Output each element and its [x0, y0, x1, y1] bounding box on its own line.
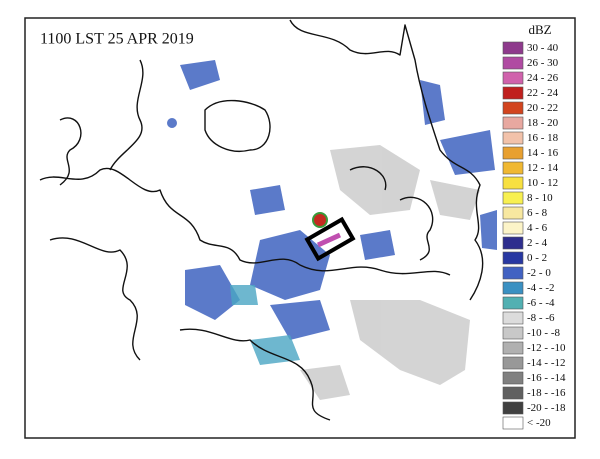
legend-label: -2 - 0 [527, 267, 551, 279]
legend-label: 26 - 30 [527, 57, 559, 69]
legend-swatch [502, 191, 524, 205]
echo-core [316, 232, 342, 248]
legend-swatch [502, 56, 524, 70]
legend-label: 2 - 4 [527, 237, 548, 249]
legend-swatch [502, 311, 524, 325]
legend-label: 10 - 12 [527, 177, 558, 189]
coastlines [39, 19, 484, 421]
legend-label: -20 - -18 [527, 402, 566, 414]
map [39, 19, 497, 421]
legend-swatch [502, 296, 524, 310]
legend-label: 24 - 26 [527, 72, 559, 84]
legend-swatch [502, 86, 524, 100]
legend-swatch [502, 266, 524, 280]
legend-label: -10 - -8 [527, 327, 560, 339]
legend-label: -4 - -2 [527, 282, 555, 294]
legend-swatch [502, 401, 524, 415]
legend-label: 30 - 40 [527, 42, 559, 54]
legend-label: 4 - 6 [527, 222, 548, 234]
legend-label: 16 - 18 [527, 132, 559, 144]
legend-label: 12 - 14 [527, 162, 559, 174]
legend-title: dBZ [528, 22, 551, 37]
legend-swatch [502, 116, 524, 130]
legend-label: 8 - 10 [527, 192, 553, 204]
legend-label: -12 - -10 [527, 342, 566, 354]
map-title: 1100 LST 25 APR 2019 [40, 31, 194, 48]
legend-label: 22 - 24 [527, 87, 559, 99]
legend-swatch [502, 341, 524, 355]
legend-label: 18 - 20 [527, 117, 559, 129]
legend-swatch [502, 176, 524, 190]
legend-label: -6 - -4 [527, 297, 555, 309]
study-box [304, 216, 356, 262]
legend-swatch [502, 206, 524, 220]
legend-label: -14 - -12 [527, 357, 566, 369]
legend-swatch [502, 251, 524, 265]
legend-swatch [502, 71, 524, 85]
legend-label: 20 - 22 [527, 102, 558, 114]
legend-label: -16 - -14 [527, 372, 566, 384]
legend-swatch [502, 221, 524, 235]
site-marker [312, 212, 328, 228]
legend-swatch [502, 41, 524, 55]
legend-label: -8 - -6 [527, 312, 555, 324]
legend: 30 - 40 26 - 30 24 - 26 22 - 24 20 - 22 18 - … [502, 41, 566, 430]
legend-swatch [502, 236, 524, 250]
legend-swatch [502, 416, 524, 430]
legend-swatch [502, 281, 524, 295]
legend-swatch [502, 326, 524, 340]
legend-swatch [502, 131, 524, 145]
legend-label: 14 - 16 [527, 147, 559, 159]
cyan-echoes [230, 285, 300, 365]
legend-swatch [502, 356, 524, 370]
legend-swatch [502, 146, 524, 160]
legend-label: 0 - 2 [527, 252, 547, 264]
legend-label: 6 - 8 [527, 207, 548, 219]
legend-swatch [502, 101, 524, 115]
legend-swatch [502, 161, 524, 175]
legend-swatch [502, 371, 524, 385]
legend-label: -18 - -16 [527, 387, 566, 399]
gray-echoes [300, 145, 480, 400]
legend-swatch [502, 386, 524, 400]
legend-label: < -20 [527, 417, 551, 429]
